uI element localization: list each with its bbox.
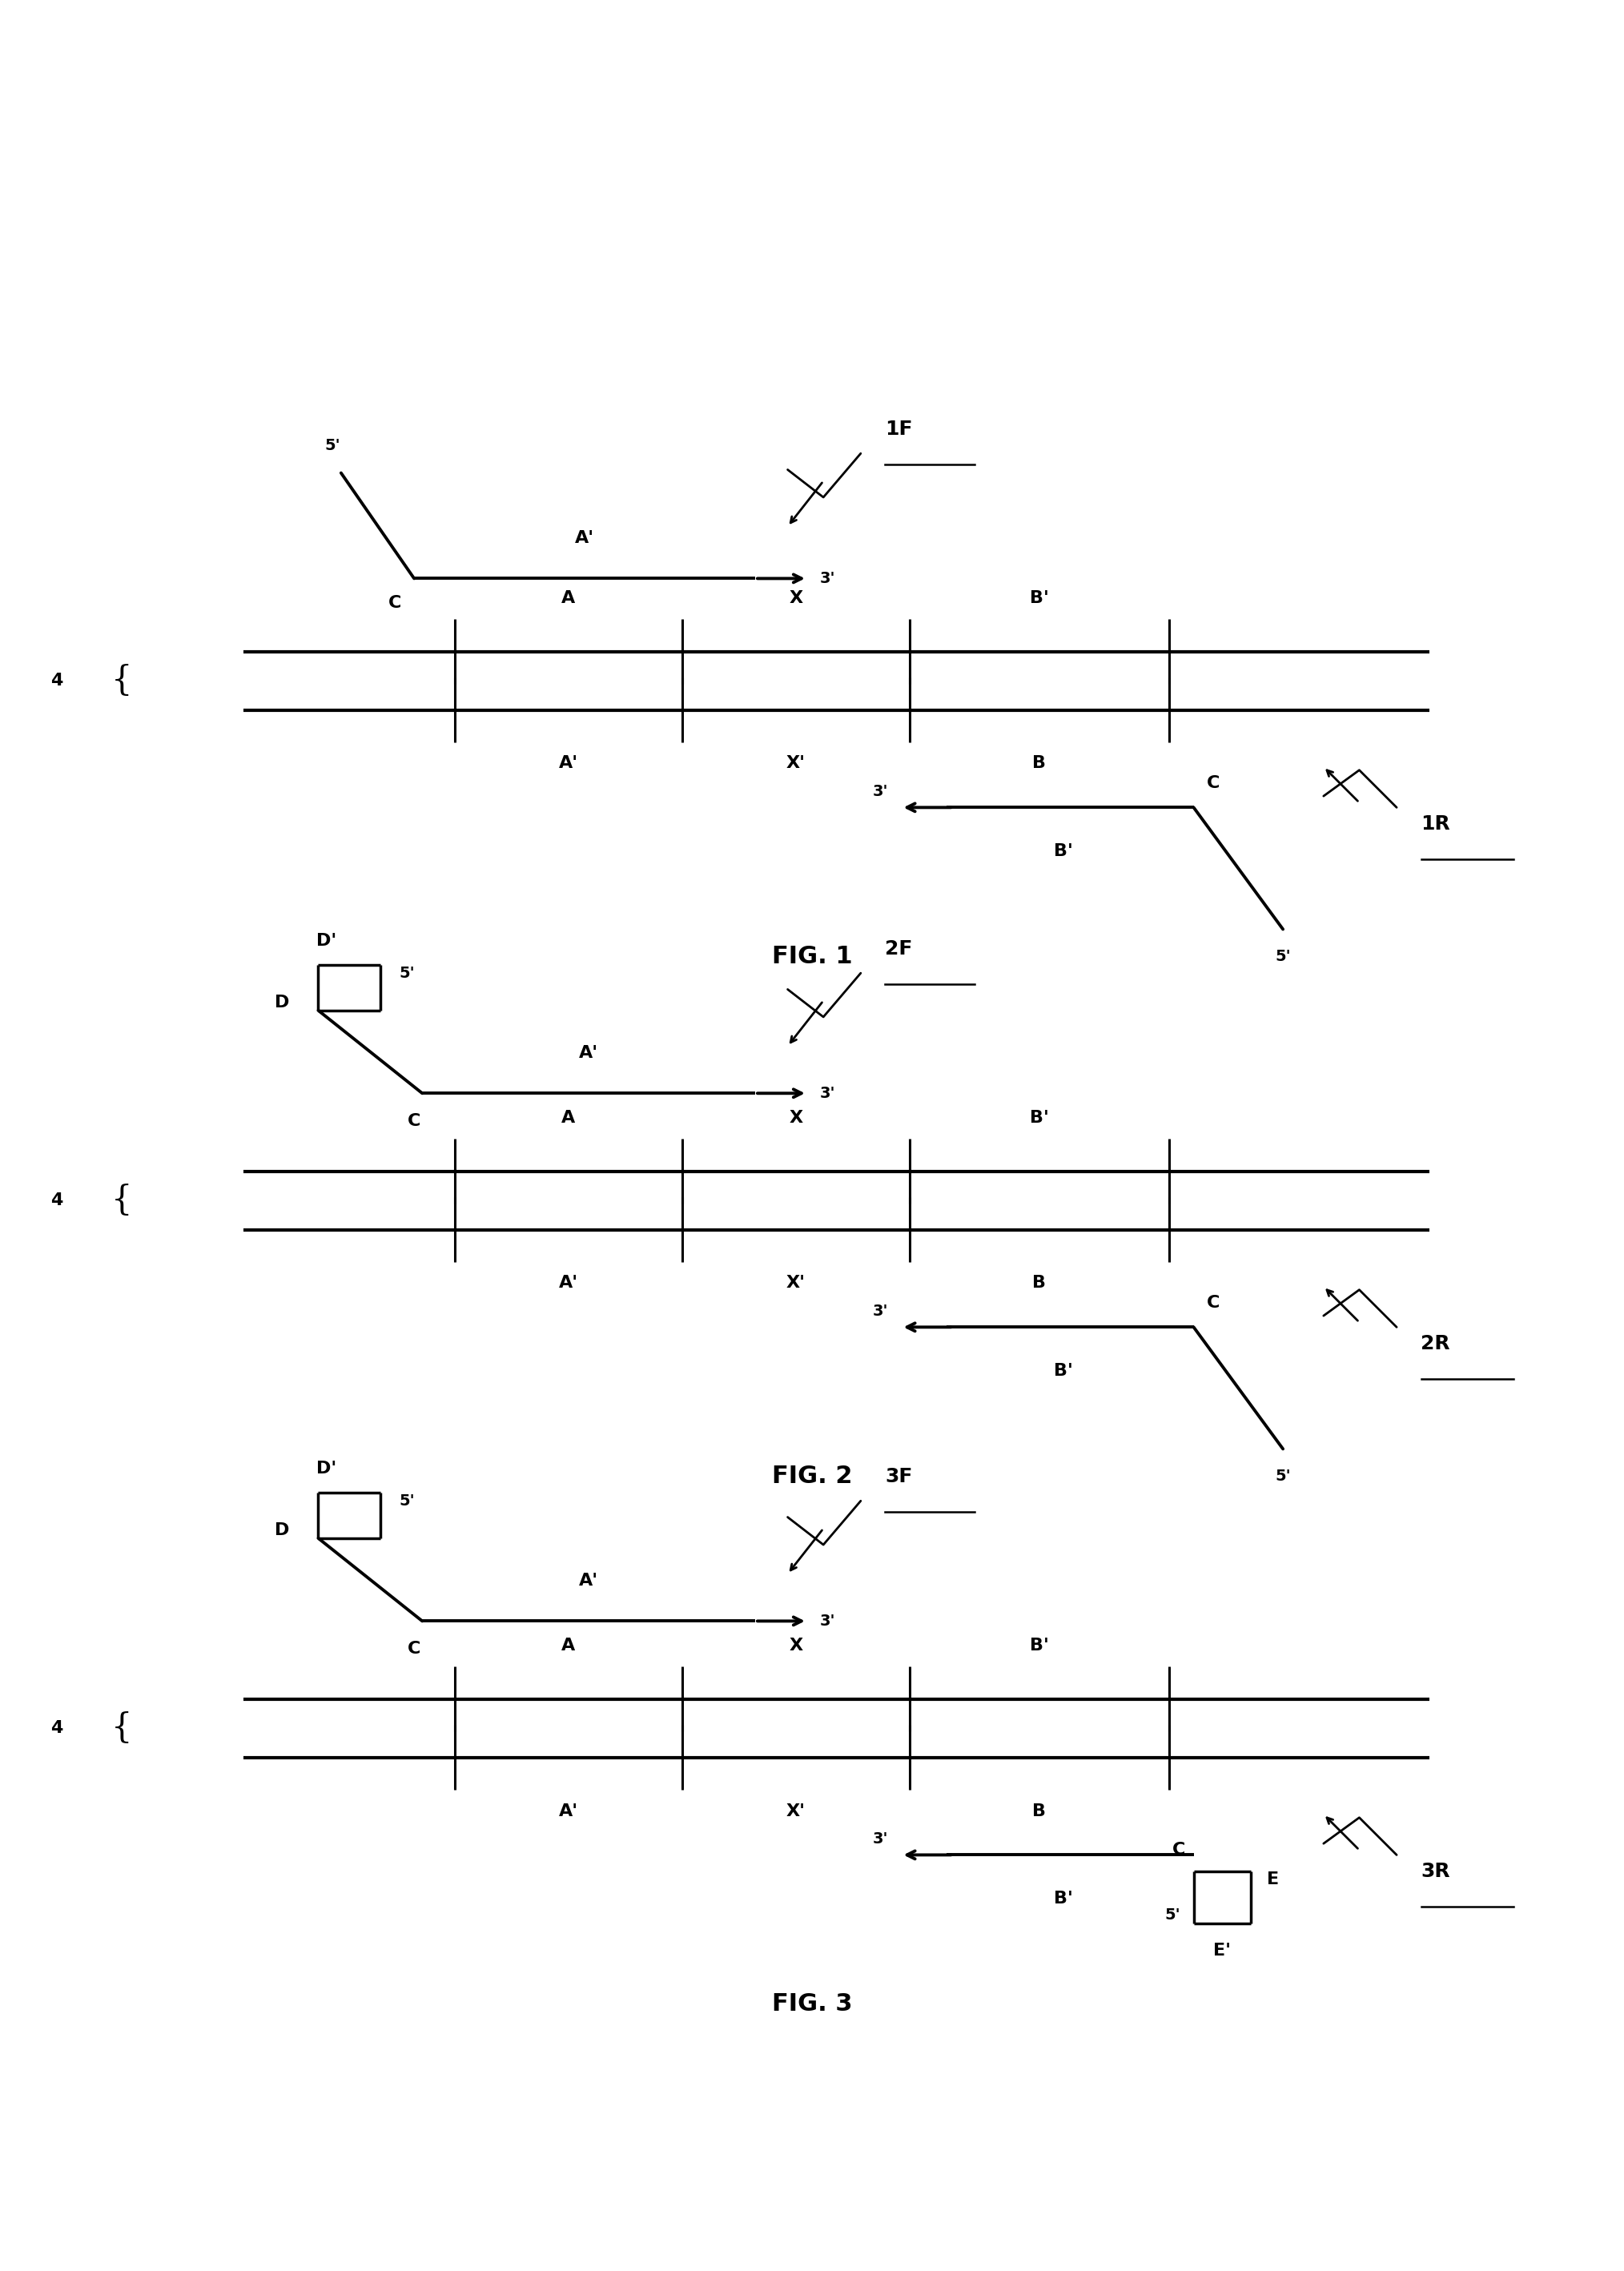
Text: 5': 5' bbox=[325, 438, 341, 454]
Text: D': D' bbox=[317, 1460, 336, 1476]
Text: 4: 4 bbox=[50, 1719, 63, 1737]
Text: 2F: 2F bbox=[885, 940, 913, 958]
Text: B': B' bbox=[1054, 1892, 1073, 1908]
Text: X': X' bbox=[786, 756, 806, 772]
Text: B': B' bbox=[1030, 1111, 1049, 1126]
Text: {: { bbox=[110, 663, 133, 697]
Text: D: D bbox=[274, 995, 289, 1011]
Text: FIG. 2: FIG. 2 bbox=[771, 1465, 853, 1488]
Text: B': B' bbox=[1054, 1363, 1073, 1378]
Text: 3': 3' bbox=[820, 1086, 836, 1101]
Text: X': X' bbox=[786, 1803, 806, 1819]
Text: 5': 5' bbox=[1275, 949, 1291, 963]
Text: 3F: 3F bbox=[885, 1467, 913, 1485]
Text: X: X bbox=[789, 1111, 802, 1126]
Text: A: A bbox=[562, 1111, 575, 1126]
Text: D: D bbox=[274, 1522, 289, 1537]
Text: C: C bbox=[388, 595, 401, 611]
Text: D': D' bbox=[317, 933, 336, 949]
Text: 3': 3' bbox=[820, 1612, 836, 1628]
Text: E: E bbox=[1267, 1871, 1278, 1887]
Text: FIG. 3: FIG. 3 bbox=[771, 1992, 853, 2017]
Text: A': A' bbox=[575, 529, 594, 545]
Text: A': A' bbox=[559, 756, 578, 772]
Text: 3': 3' bbox=[872, 1304, 888, 1319]
Text: A': A' bbox=[580, 1045, 598, 1061]
Text: 4: 4 bbox=[50, 672, 63, 688]
Text: B: B bbox=[1033, 1274, 1046, 1292]
Text: 3': 3' bbox=[872, 783, 888, 799]
Text: 3': 3' bbox=[820, 570, 836, 586]
Text: C: C bbox=[408, 1640, 421, 1656]
Text: {: { bbox=[110, 1712, 133, 1744]
Text: 3': 3' bbox=[872, 1830, 888, 1846]
Text: 5': 5' bbox=[400, 965, 416, 981]
Text: B: B bbox=[1033, 756, 1046, 772]
Text: X: X bbox=[789, 590, 802, 606]
Text: B': B' bbox=[1030, 1637, 1049, 1653]
Text: FIG. 1: FIG. 1 bbox=[771, 945, 853, 967]
Text: 1F: 1F bbox=[885, 420, 913, 438]
Text: 5': 5' bbox=[1164, 1908, 1181, 1924]
Text: B': B' bbox=[1054, 843, 1073, 858]
Text: X': X' bbox=[786, 1274, 806, 1292]
Text: C: C bbox=[408, 1113, 421, 1129]
Text: {: { bbox=[110, 1183, 133, 1217]
Text: E': E' bbox=[1213, 1942, 1231, 1958]
Text: C: C bbox=[1207, 1294, 1220, 1310]
Text: C: C bbox=[1173, 1842, 1186, 1858]
Text: 1R: 1R bbox=[1421, 813, 1450, 833]
Text: A': A' bbox=[559, 1803, 578, 1819]
Text: X: X bbox=[789, 1637, 802, 1653]
Text: A: A bbox=[562, 1637, 575, 1653]
Text: A': A' bbox=[580, 1572, 598, 1590]
Text: 5': 5' bbox=[1275, 1469, 1291, 1483]
Text: 5': 5' bbox=[400, 1494, 416, 1508]
Text: A: A bbox=[562, 590, 575, 606]
Text: B': B' bbox=[1030, 590, 1049, 606]
Text: C: C bbox=[1207, 774, 1220, 790]
Text: A': A' bbox=[559, 1274, 578, 1292]
Text: 3R: 3R bbox=[1421, 1862, 1450, 1880]
Text: 2R: 2R bbox=[1421, 1333, 1450, 1354]
Text: 4: 4 bbox=[50, 1192, 63, 1208]
Text: B: B bbox=[1033, 1803, 1046, 1819]
